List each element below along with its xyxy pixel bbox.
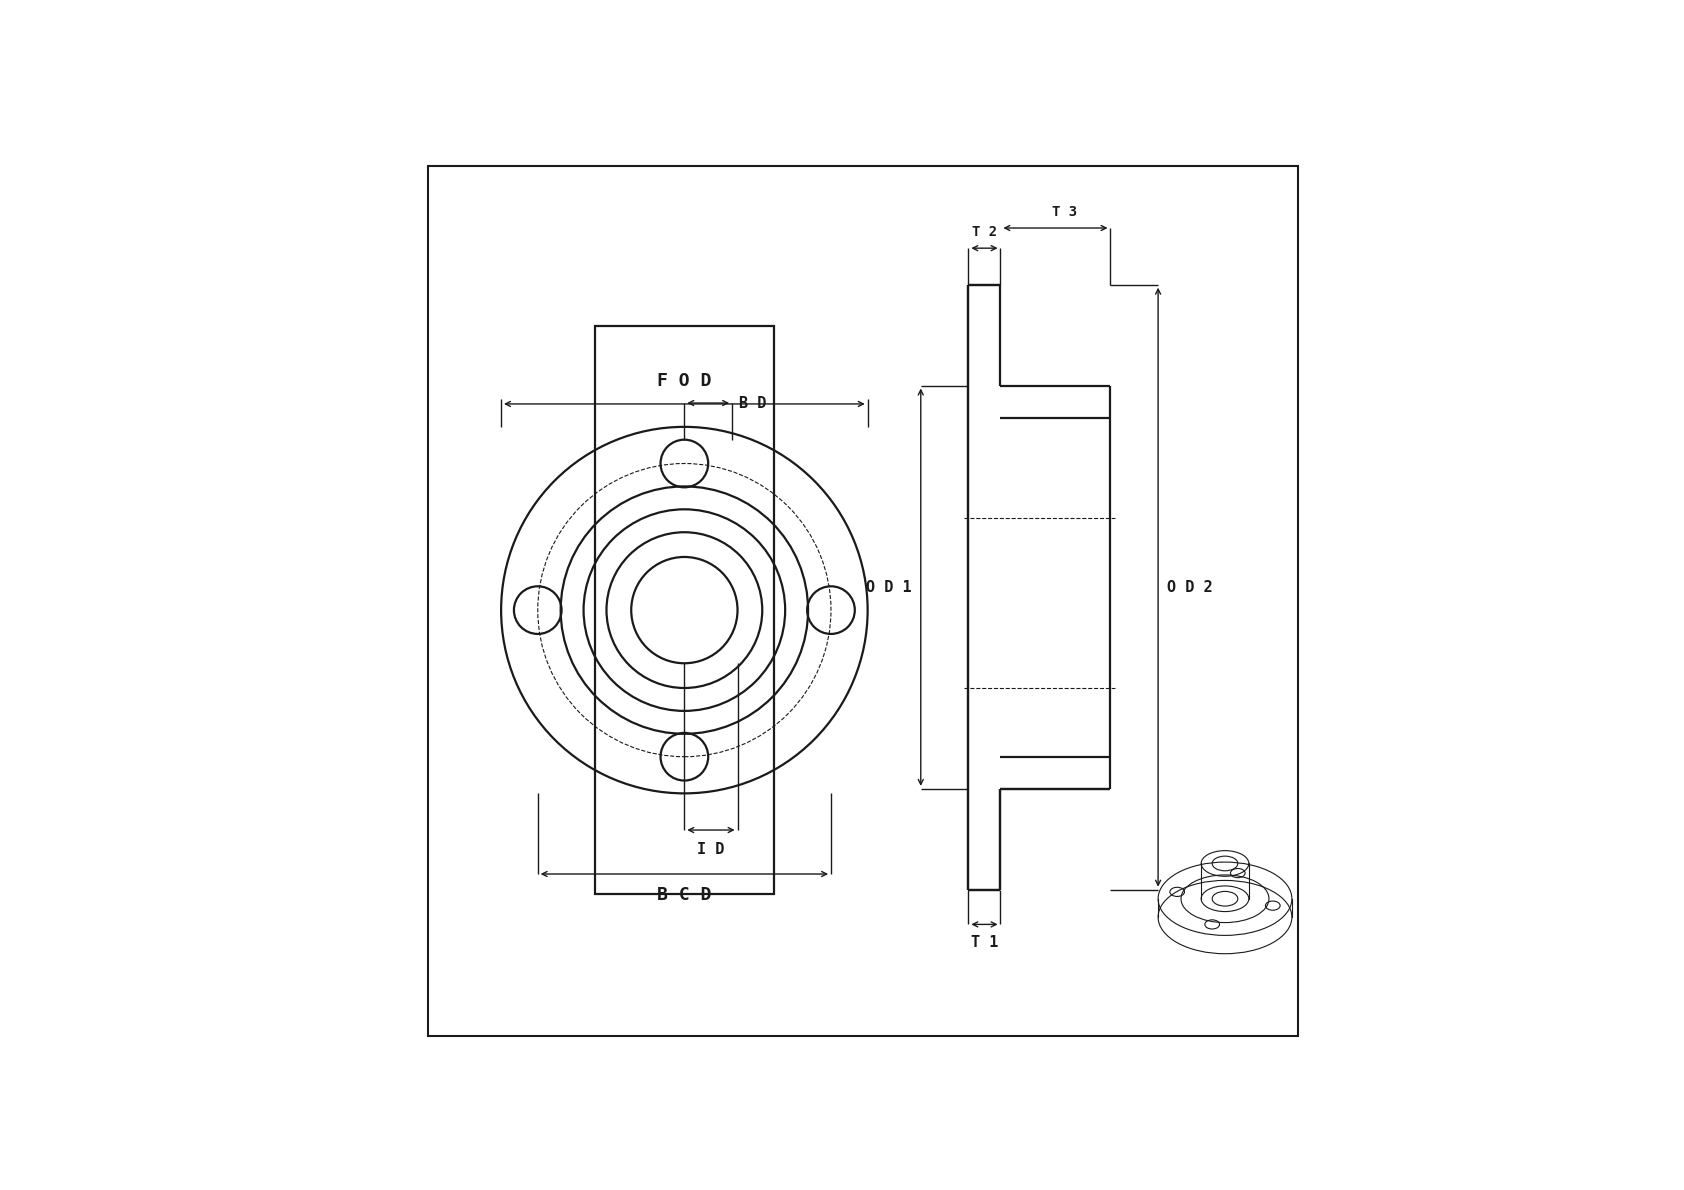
Text: B C D: B C D xyxy=(657,885,712,904)
Text: T 2: T 2 xyxy=(972,225,997,239)
Text: O D 2: O D 2 xyxy=(1167,580,1212,595)
Text: I D: I D xyxy=(697,843,724,857)
Text: O D 1: O D 1 xyxy=(866,580,911,595)
Text: T 1: T 1 xyxy=(970,935,999,951)
Text: F O D: F O D xyxy=(657,372,712,390)
Bar xyxy=(594,326,775,894)
Text: T 3: T 3 xyxy=(1052,205,1078,219)
Text: B D: B D xyxy=(739,395,766,411)
